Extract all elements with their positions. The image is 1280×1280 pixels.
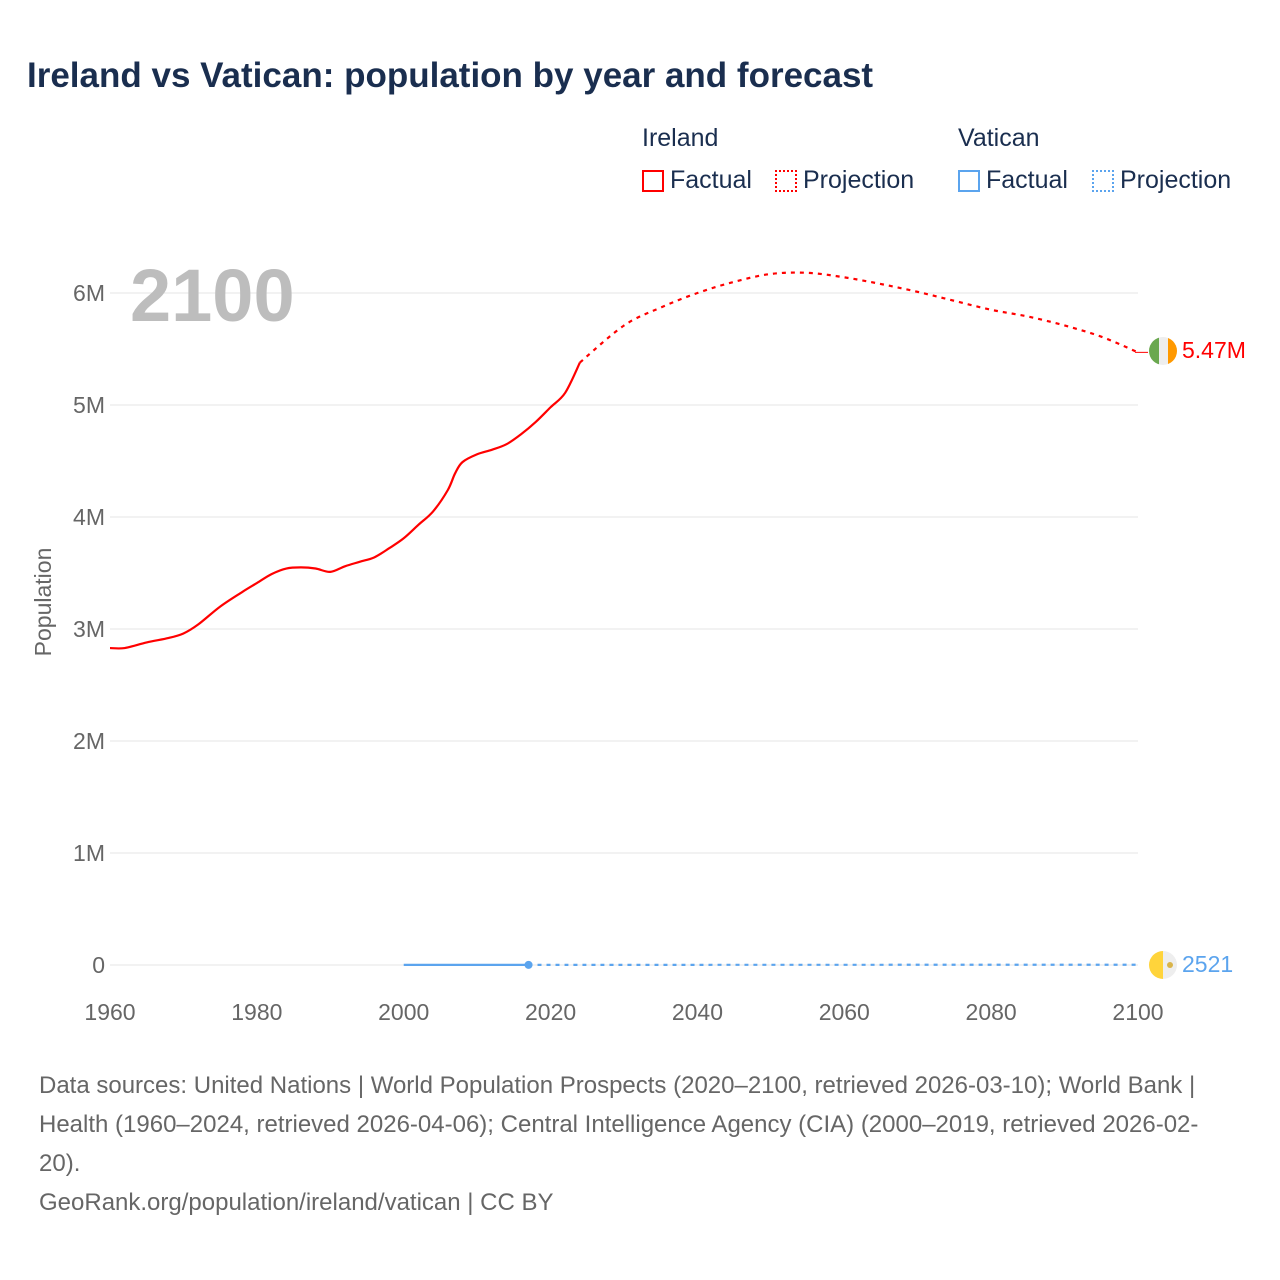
series-line-ireland-projection[interactable] — [579, 271, 1139, 364]
x-tick-label: 2040 — [672, 999, 723, 1025]
legend-ireland-factual[interactable]: Factual — [642, 166, 752, 195]
legend-group-vatican: Vatican — [958, 124, 1040, 152]
y-tick-label: 4M — [73, 504, 105, 530]
data-sources: Data sources: United Nations | World Pop… — [39, 1072, 1199, 1177]
x-tick-label: 2020 — [525, 999, 576, 1025]
legend-vatican-projection[interactable]: Projection — [1092, 166, 1231, 195]
line-chart: 0 1M 2M 3M 4M 5M 6M 1960 1980 2000 2020 2040 2060 208… — [30, 254, 1246, 1025]
y-tick-label: 5M — [73, 392, 105, 418]
x-tick-label: 2060 — [819, 999, 870, 1025]
y-tick-label: 1M — [73, 840, 105, 866]
legend-swatch — [958, 169, 980, 192]
legend-group-ireland: Ireland — [642, 124, 719, 152]
chart-title: Ireland vs Vatican: population by year a… — [27, 56, 874, 95]
x-tick-label: 1960 — [84, 999, 135, 1025]
series-line-ireland-factual[interactable] — [109, 361, 581, 650]
legend-swatch — [642, 169, 664, 192]
x-tick-label: 2000 — [378, 999, 429, 1025]
vatican-last-factual-point[interactable] — [524, 960, 533, 969]
year-overlay: 2100 — [130, 254, 295, 337]
legend-ireland-projection[interactable]: Projection — [775, 166, 914, 195]
y-tick-label: 6M — [73, 280, 105, 306]
ireland-end-label: 5.47M — [1182, 337, 1246, 363]
x-tick-label: 2080 — [966, 999, 1017, 1025]
footer: Data sources: United Nations | World Pop… — [39, 1066, 1239, 1222]
legend-label: Factual — [986, 166, 1068, 194]
y-tick-label: 3M — [73, 616, 105, 642]
legend-swatch — [775, 169, 797, 192]
legend-label: Factual — [670, 166, 752, 194]
x-tick-label: 2100 — [1112, 999, 1163, 1025]
vatican-end-label: 2521 — [1182, 951, 1233, 977]
legend-vatican-factual[interactable]: Factual — [958, 166, 1068, 195]
legend-swatch — [1092, 169, 1114, 192]
x-tick-label: 1980 — [231, 999, 282, 1025]
ireland-flag-icon — [1149, 337, 1177, 365]
credit-link[interactable]: GeoRank.org/population/ireland/vatican |… — [39, 1189, 554, 1216]
y-tick-label: 0 — [92, 952, 105, 978]
legend-label: Projection — [1120, 166, 1232, 194]
vatican-flag-icon — [1149, 951, 1177, 979]
legend-label: Projection — [803, 166, 915, 194]
y-axis-label: Population — [30, 548, 56, 657]
y-tick-label: 2M — [73, 728, 105, 754]
